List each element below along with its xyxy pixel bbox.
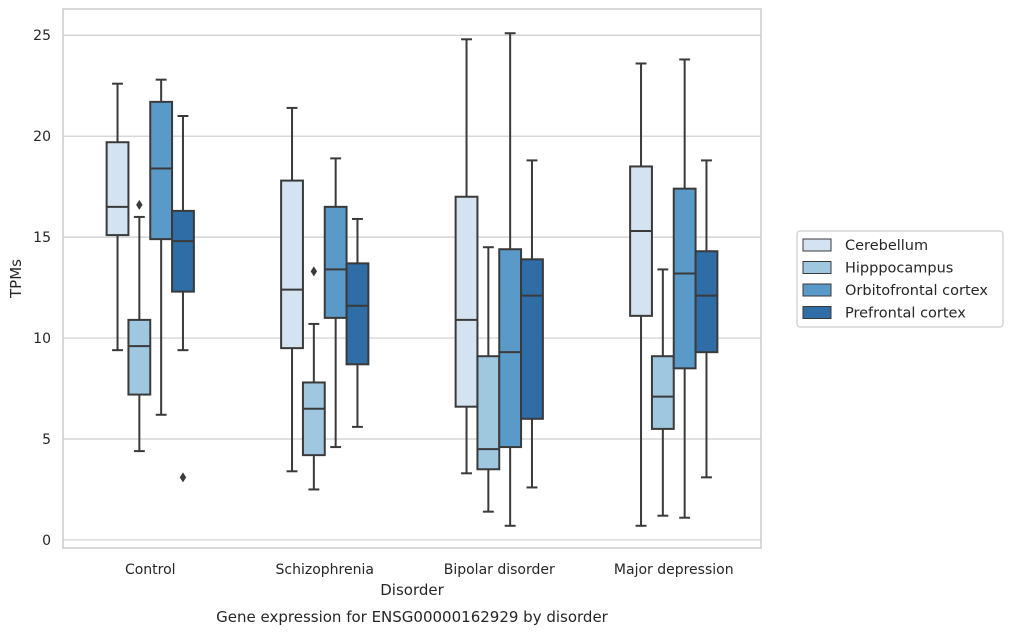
box-series (105, 32, 719, 527)
box (127, 318, 152, 396)
legend-label: Prefrontal cortex (845, 306, 966, 322)
y-tick-label: 5 (42, 432, 51, 448)
legend-frame (796, 230, 1004, 328)
y-tick-label: 15 (33, 230, 51, 246)
outlier-point (310, 266, 318, 277)
y-tick-label: 0 (42, 533, 51, 549)
legend-swatch (802, 283, 832, 297)
legend-label: Hipppocampus (845, 261, 953, 277)
box (280, 179, 304, 350)
box (476, 355, 501, 471)
x-axis-title: Disorder (380, 581, 444, 599)
y-tick-label: 25 (33, 28, 51, 44)
x-axis-ticks: Control Schizophrenia Bipolar disorder Majo… (125, 562, 734, 578)
legend-label: Orbitofrontal cortex (845, 283, 988, 299)
box (694, 250, 719, 354)
x-tick-label: Control (125, 562, 176, 578)
series-cerebellum (105, 38, 653, 527)
x-tick-label: Schizophrenia (276, 562, 374, 578)
y-tick-label: 20 (33, 129, 51, 145)
box (629, 165, 653, 317)
y-tick-label: 10 (33, 331, 51, 347)
box (105, 141, 130, 237)
box (345, 262, 370, 366)
x-tick-label: Major depression (614, 562, 734, 578)
legend-swatch (802, 238, 832, 252)
series-prefrontal-cortex (171, 114, 719, 489)
box (454, 195, 479, 408)
box (498, 248, 523, 449)
outlier-point (136, 199, 143, 210)
x-tick-label: Bipolar disorder (444, 562, 555, 578)
plot-area (63, 9, 761, 548)
legend-swatch (802, 261, 832, 274)
y-axis-title: TPMs (7, 259, 25, 299)
box (672, 187, 697, 370)
series-orbitofrontal-cortex (149, 32, 697, 527)
box (171, 209, 195, 293)
legend-swatch (802, 306, 832, 319)
y-axis-ticks: 0 5 10 15 20 25 (33, 28, 51, 549)
box (520, 258, 544, 420)
legend-label: Cerebellum (845, 238, 928, 254)
box (149, 100, 174, 241)
box (650, 355, 675, 430)
plot-frame (62, 8, 762, 549)
legend: Cerebellum Hipppocampus Orbitofrontal cort… (796, 230, 1004, 328)
outlier-point (179, 472, 187, 483)
box (323, 205, 348, 319)
box (301, 381, 326, 457)
chart-title: Gene expression for ENSG00000162929 by d… (216, 608, 609, 626)
series-hipppocampus (127, 199, 675, 517)
